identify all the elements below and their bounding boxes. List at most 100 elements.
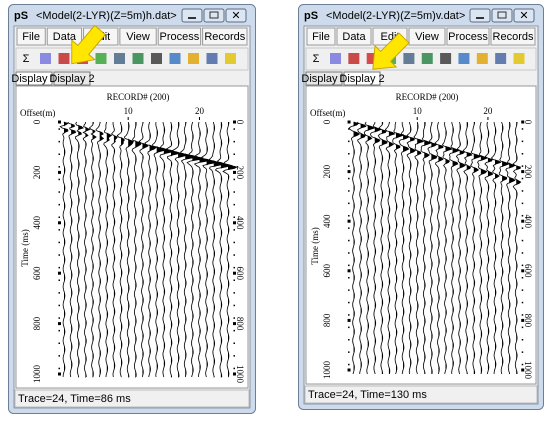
- trace: [200, 121, 219, 378]
- close-button[interactable]: [225, 8, 247, 23]
- trace: [462, 121, 473, 375]
- close-button[interactable]: [513, 8, 535, 23]
- y-tick: [347, 170, 351, 174]
- tab[interactable]: [15, 71, 53, 86]
- trace: [413, 121, 425, 375]
- toolbar-icon[interactable]: [366, 53, 378, 64]
- toolbar-icon[interactable]: [421, 53, 433, 64]
- maximize-glyph: [209, 11, 219, 19]
- toolbar-icon[interactable]: [513, 53, 525, 64]
- minor-tick: [348, 363, 350, 366]
- trace: [214, 121, 234, 378]
- y-tick-right: [233, 170, 236, 174]
- minor-tick: [348, 301, 350, 304]
- trace: [131, 121, 142, 378]
- minor-tick: [348, 326, 350, 329]
- minor-tick: [348, 202, 350, 205]
- menu-item-box[interactable]: [336, 27, 372, 46]
- menu-item[interactable]: View: [415, 31, 439, 43]
- toolbar-icon[interactable]: [348, 53, 360, 64]
- menu-item[interactable]: View: [126, 31, 150, 43]
- menu-item[interactable]: File: [22, 31, 40, 43]
- toolbar-icon[interactable]: [40, 53, 51, 64]
- tab[interactable]: [305, 71, 343, 86]
- y-tick-label-right: 200: [235, 166, 245, 180]
- menu-item[interactable]: Records: [493, 31, 534, 43]
- toolbar-icon[interactable]: [114, 53, 125, 64]
- menu-item-box[interactable]: [119, 27, 157, 46]
- menu-item-box[interactable]: [490, 27, 536, 46]
- tab[interactable]: [343, 71, 381, 86]
- menu-item[interactable]: Data: [53, 31, 77, 43]
- trace: [103, 121, 113, 378]
- trace: [171, 121, 190, 378]
- minor-tick: [58, 317, 60, 319]
- toolbar-icon[interactable]: [476, 53, 488, 64]
- trace: [477, 121, 489, 375]
- minor-tick: [348, 277, 350, 279]
- toolbar-icon[interactable]: [225, 53, 236, 64]
- minor-tick: [58, 128, 60, 130]
- minor-tick: [521, 252, 524, 254]
- y-tick-label: 0: [32, 119, 42, 124]
- minor-tick: [233, 355, 235, 357]
- toolbar-icon[interactable]: [95, 53, 107, 64]
- menu-item[interactable]: Data: [342, 31, 366, 43]
- trace: [95, 121, 105, 378]
- tab-label[interactable]: Display 1: [11, 73, 56, 85]
- toolbar-icon[interactable]: [206, 53, 218, 64]
- trace-fill: [480, 122, 488, 374]
- menu-item[interactable]: Records: [204, 31, 245, 43]
- menu-item-box[interactable]: [16, 27, 46, 46]
- menu-item-box[interactable]: [157, 27, 202, 46]
- x-tick-label: 10: [413, 106, 423, 116]
- record-title: RECORD# (200): [107, 92, 170, 102]
- trace: [434, 121, 444, 375]
- menu-item-box[interactable]: [306, 27, 336, 46]
- menu-item-box[interactable]: [408, 27, 446, 46]
- toolbar-icon[interactable]: [58, 53, 70, 64]
- menu-item-box[interactable]: [446, 27, 490, 46]
- toolbar-icon[interactable]: [151, 53, 162, 64]
- minor-tick: [58, 216, 60, 218]
- minor-tick: [233, 140, 235, 143]
- tab-label[interactable]: Display 1: [301, 73, 346, 85]
- minor-tick: [233, 241, 235, 244]
- toolbar-icon[interactable]: [188, 53, 199, 64]
- tab-label[interactable]: Display 2: [49, 73, 94, 85]
- trace: [165, 121, 180, 378]
- minor-tick: [521, 128, 524, 130]
- menu-item[interactable]: Process: [160, 31, 200, 43]
- menu-item[interactable]: File: [312, 31, 330, 43]
- toolbar-icon[interactable]: [403, 53, 415, 64]
- menu-item-box[interactable]: [202, 27, 248, 46]
- trace: [398, 122, 410, 375]
- minor-tick: [233, 279, 235, 281]
- trace: [363, 121, 376, 375]
- minor-tick: [348, 165, 350, 167]
- toolbar-icon[interactable]: [132, 53, 144, 64]
- maximize-glyph: [497, 11, 507, 19]
- toolbar-icon[interactable]: [458, 53, 470, 64]
- toolbar-icon[interactable]: [440, 53, 452, 64]
- tab[interactable]: [53, 71, 91, 86]
- maximize-button[interactable]: [203, 8, 225, 23]
- trace: [484, 121, 494, 375]
- sum-tool[interactable]: Σ: [23, 53, 30, 65]
- y-tick: [58, 221, 61, 225]
- minor-tick: [58, 140, 60, 143]
- arrow-annotation: [372, 32, 410, 70]
- trace: [138, 121, 149, 378]
- minimize-button[interactable]: [469, 8, 491, 23]
- toolbar-icon[interactable]: [330, 53, 341, 64]
- toolbar-icon[interactable]: [495, 53, 507, 64]
- maximize-button[interactable]: [491, 8, 513, 23]
- toolbar-icon[interactable]: [169, 53, 181, 64]
- tab-label[interactable]: Display 2: [339, 73, 384, 85]
- sum-tool[interactable]: Σ: [313, 53, 320, 65]
- status-text: Trace=24, Time=130 ms: [308, 389, 427, 401]
- minor-tick: [348, 153, 350, 155]
- minimize-button[interactable]: [181, 8, 203, 23]
- menu-item[interactable]: Process: [448, 31, 488, 43]
- y-tick-right: [521, 120, 525, 124]
